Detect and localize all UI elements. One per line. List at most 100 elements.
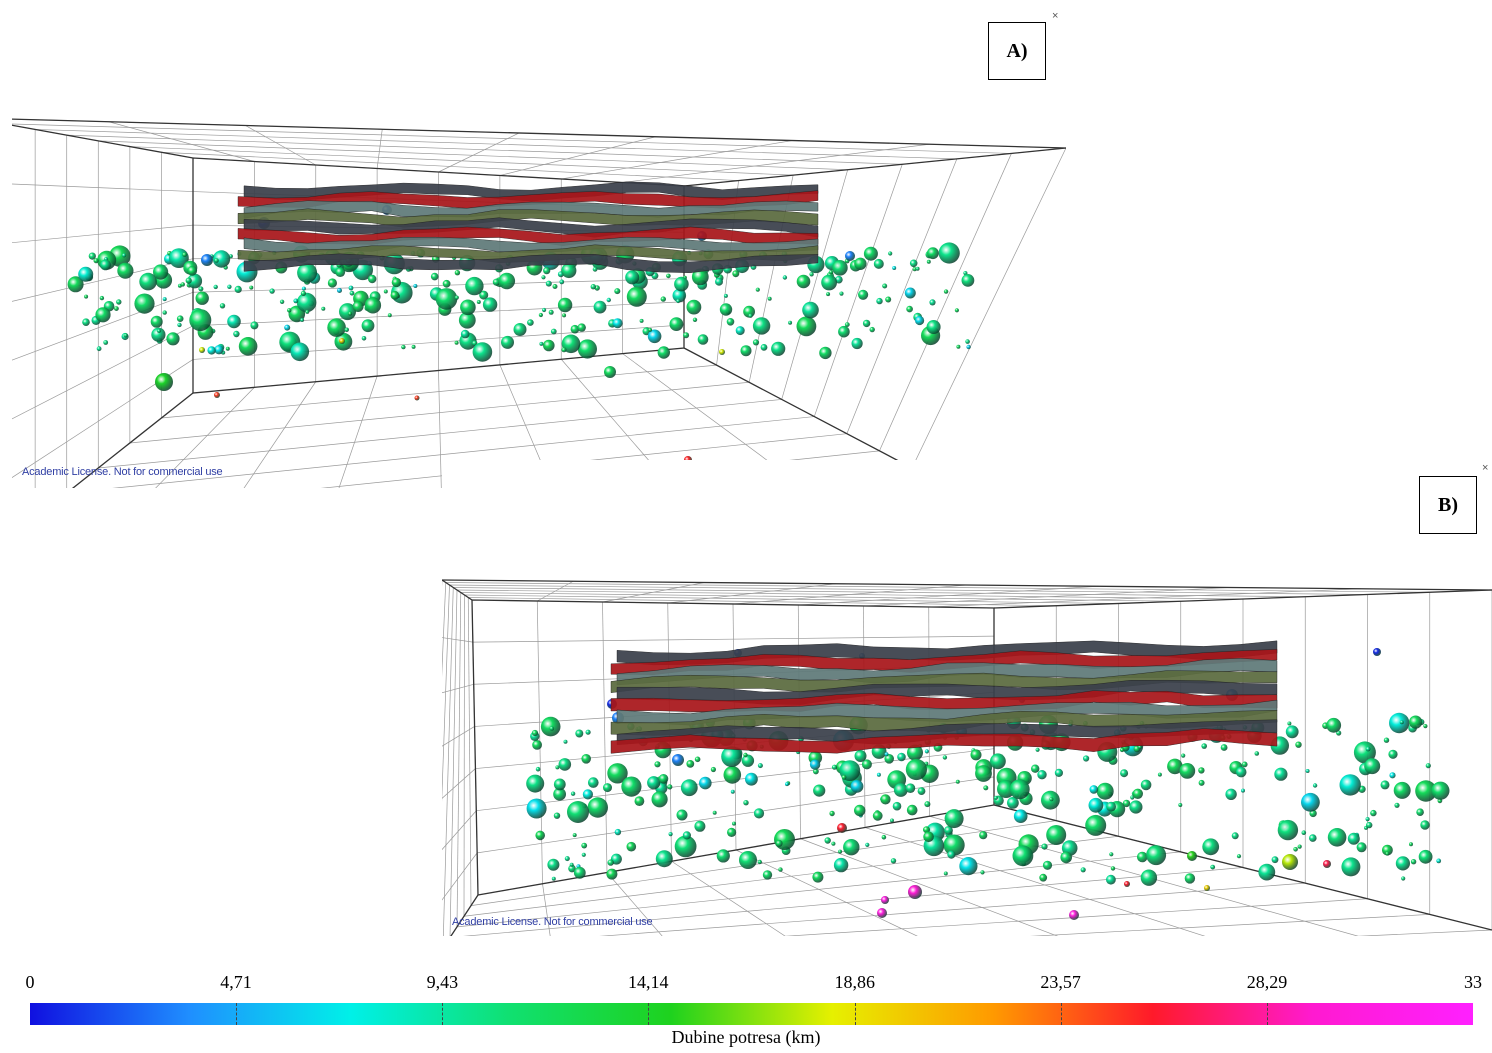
earthquake-point xyxy=(674,835,697,858)
earthquake-point xyxy=(667,784,673,790)
earthquake-point xyxy=(676,298,681,304)
earthquake-point xyxy=(454,295,459,300)
earthquake-point xyxy=(535,766,541,772)
earthquake-point xyxy=(157,328,161,333)
earthquake-point xyxy=(760,344,768,351)
colorbar-tick-label: 18,86 xyxy=(834,972,875,992)
3d-view-panel-b[interactable]: B) × Academic License. Not for commercia… xyxy=(442,460,1492,936)
grid-line xyxy=(442,810,477,851)
earthquake-point xyxy=(692,317,698,322)
grid-line xyxy=(449,584,1368,595)
earthquake-point xyxy=(990,753,1006,770)
earthquake-point xyxy=(568,864,576,873)
3d-view-panel-a[interactable]: A) × Academic License. Not for commercia… xyxy=(12,8,1066,488)
earthquake-point xyxy=(249,285,254,290)
earthquake-point xyxy=(413,284,418,288)
grid-line xyxy=(460,592,1181,602)
earthquake-point xyxy=(501,335,514,349)
earthquake-point xyxy=(198,286,204,292)
grid-line xyxy=(456,851,1181,928)
earthquake-point xyxy=(893,783,908,797)
earthquake-point xyxy=(214,258,219,263)
earthquake-point xyxy=(368,274,377,284)
earthquake-point xyxy=(337,288,342,293)
earthquake-point xyxy=(979,831,988,840)
earthquake-point xyxy=(839,291,844,296)
earthquake-point xyxy=(748,313,753,318)
scene-b[interactable] xyxy=(442,460,1492,936)
earthquake-point xyxy=(1140,779,1152,791)
earthquake-point xyxy=(1220,744,1228,751)
earthquake-point xyxy=(1297,844,1302,849)
earthquake-point xyxy=(1119,747,1125,753)
close-icon[interactable]: × xyxy=(1482,462,1489,474)
earthquake-point xyxy=(527,319,534,326)
earthquake-point xyxy=(321,306,326,311)
grid-line xyxy=(98,399,782,469)
earthquake-point xyxy=(1416,808,1424,816)
earthquake-point xyxy=(1110,866,1116,871)
earthquake-point xyxy=(390,290,400,300)
earthquake-point xyxy=(564,856,570,862)
earthquake-point xyxy=(1241,788,1245,793)
ceiling-edge xyxy=(12,118,1066,149)
earthquake-point xyxy=(553,812,561,819)
earthquake-point xyxy=(1388,749,1398,759)
earthquake-point xyxy=(1410,859,1417,865)
grid-line xyxy=(813,164,903,417)
earthquake-point xyxy=(845,251,855,261)
earthquake-point xyxy=(93,258,99,264)
earthquake-point xyxy=(606,868,618,880)
grid-line xyxy=(783,898,1368,936)
scene-a[interactable] xyxy=(12,8,1066,488)
earthquake-point xyxy=(1323,860,1331,868)
earthquake-point xyxy=(96,346,102,352)
earthquake-point xyxy=(327,278,337,288)
earthquake-point xyxy=(697,334,709,345)
earthquake-point xyxy=(577,323,586,332)
earthquake-point xyxy=(719,303,733,316)
fault-surface xyxy=(616,719,1278,746)
earthquake-point xyxy=(549,726,555,731)
grid-line xyxy=(442,726,475,747)
earthquake-point xyxy=(841,774,847,780)
grid-line xyxy=(155,387,255,488)
fault-surface xyxy=(610,649,1278,675)
earthquake-point xyxy=(100,259,111,271)
earthquake-point xyxy=(997,780,1015,798)
earthquake-point xyxy=(877,908,887,918)
earthquake-point xyxy=(775,839,783,847)
earthquake-point xyxy=(694,756,701,763)
earthquake-point xyxy=(732,270,740,278)
earthquake-point xyxy=(1373,648,1381,656)
earthquake-point xyxy=(1046,825,1067,845)
earthquake-point xyxy=(854,804,866,817)
grid-line xyxy=(911,147,1066,469)
earthquake-point xyxy=(1202,838,1220,856)
earthquake-point xyxy=(1124,881,1130,887)
earthquake-point xyxy=(1287,721,1292,726)
earthquake-point xyxy=(924,801,931,808)
earthquake-point xyxy=(621,776,642,797)
earthquake-point xyxy=(923,831,934,843)
earthquake-point xyxy=(535,830,545,841)
earthquake-point xyxy=(882,283,888,289)
close-icon[interactable]: × xyxy=(1052,10,1059,22)
earthquake-point xyxy=(300,318,305,322)
earthquake-point xyxy=(844,322,850,327)
earthquake-point xyxy=(819,346,832,360)
earthquake-point xyxy=(545,280,552,287)
earthquake-point xyxy=(757,859,762,865)
grid-line xyxy=(245,125,316,166)
earthquake-point xyxy=(1380,780,1390,790)
earthquake-point xyxy=(430,272,439,281)
earthquake-point xyxy=(954,308,960,313)
earthquake-point xyxy=(604,366,616,378)
earthquake-point xyxy=(809,272,814,277)
earthquake-point xyxy=(691,268,709,286)
grid-line xyxy=(449,589,458,936)
grid-line xyxy=(192,278,685,293)
earthquake-point xyxy=(588,777,599,788)
colorbar-tick-mark xyxy=(854,1003,856,1025)
ceiling-edge xyxy=(683,147,1066,187)
